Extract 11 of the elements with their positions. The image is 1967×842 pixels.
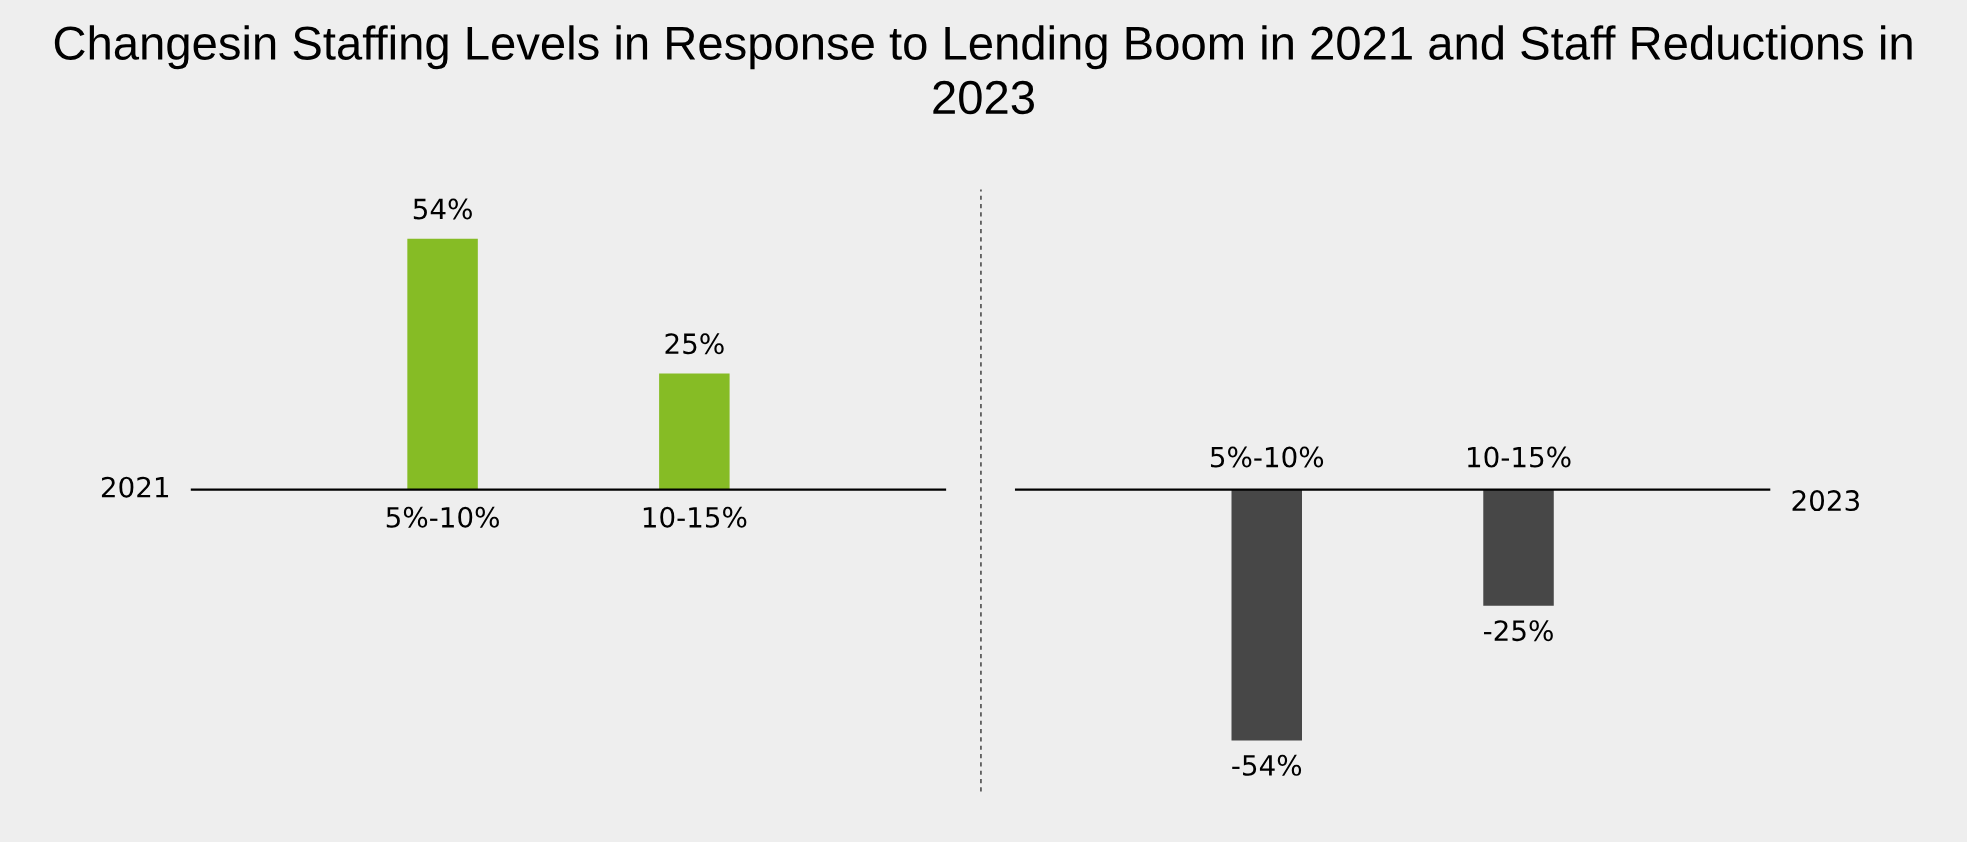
data-label: -54% [1232,754,1302,776]
x-tick-label: 5%-10% [1210,446,1324,468]
data-label: 25% [665,333,724,355]
x-tick-label: 10-15% [643,506,747,528]
x-tick-label: 5%-10% [386,506,499,528]
y-axis-title: 2023 [1792,490,1859,512]
chart-title: Changesin Staffing Levels in Response to Lending Boom in 2021 and Staff Reductions in 2023 [54,25,1912,115]
y-axis-title: 2021 [101,476,169,498]
data-label: 54% [413,198,472,220]
x-tick-label: 10-15% [1468,446,1571,468]
data-label: -25% [1484,620,1553,642]
